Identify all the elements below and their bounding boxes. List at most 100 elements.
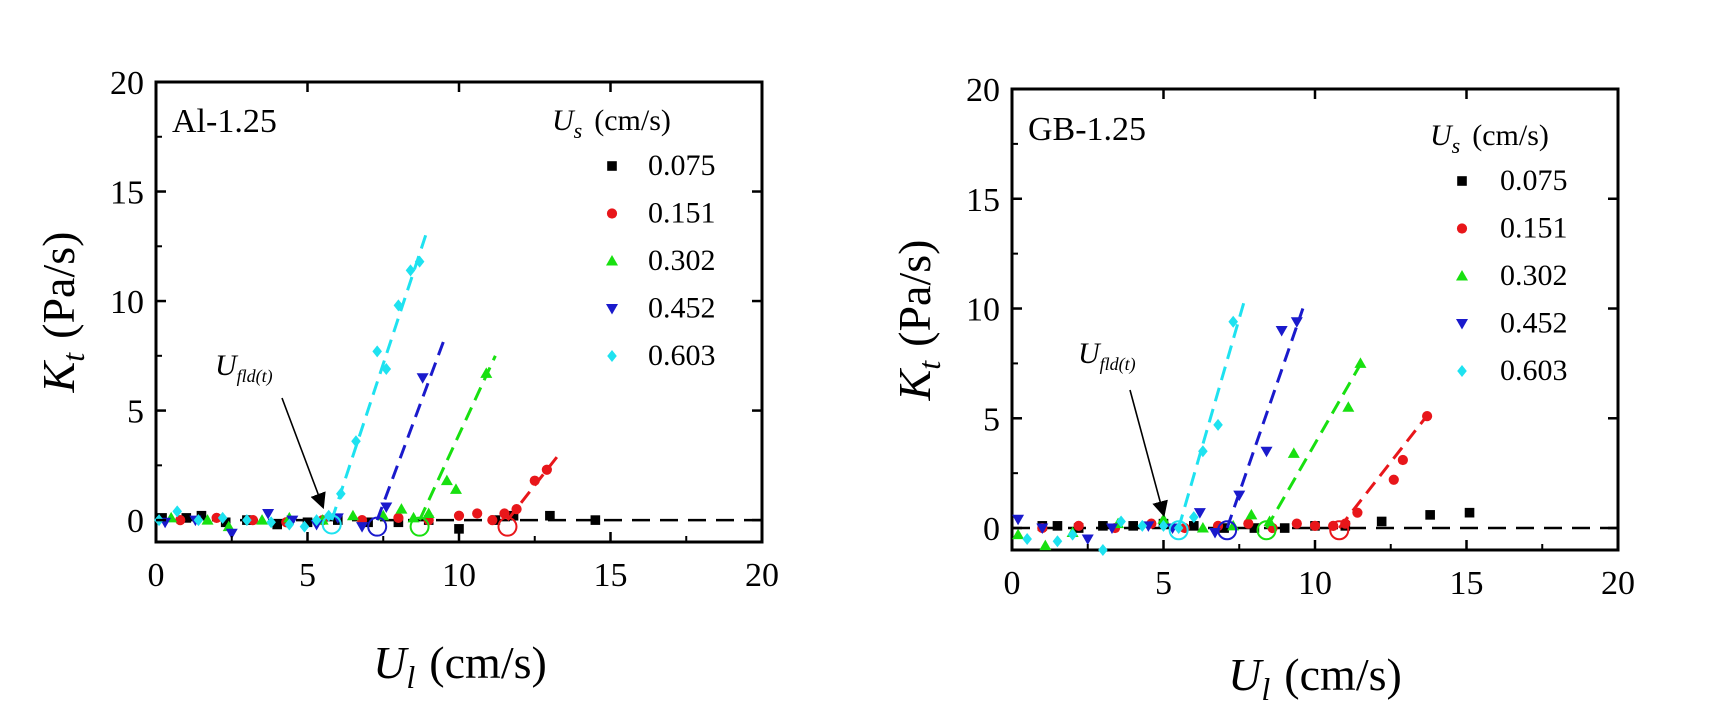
data-point — [196, 510, 207, 521]
x-tick-label: 15 — [1450, 565, 1484, 602]
data-point — [1198, 445, 1208, 458]
legend-label: 0.075 — [648, 149, 716, 182]
onset-marker — [409, 516, 430, 537]
onset-annotation: Ufld(t) — [1078, 337, 1136, 375]
data-point — [1388, 474, 1399, 485]
data-point — [381, 362, 392, 375]
data-point — [211, 512, 222, 524]
data-point — [440, 474, 453, 486]
x-tick-label: 0 — [148, 557, 165, 594]
data-marks — [1012, 297, 1618, 556]
data-point — [1352, 507, 1363, 518]
legend-marker — [1456, 319, 1468, 330]
data-point — [1193, 508, 1206, 519]
legend-marker — [606, 255, 618, 266]
data-point — [181, 513, 192, 523]
legend-label: 0.302 — [648, 244, 716, 277]
data-point — [222, 520, 235, 532]
legend-marker — [606, 304, 618, 315]
data-marks — [154, 234, 762, 540]
x-tick-label: 10 — [442, 557, 476, 594]
axis-ticks: 0 5 10 15 20 0 5 10 15 20 — [966, 72, 1635, 602]
legend-marker — [1457, 176, 1467, 186]
data-point — [454, 524, 464, 534]
data-point — [511, 504, 522, 515]
annotation-arrow — [1129, 389, 1168, 518]
fit-line — [418, 355, 497, 521]
data-point — [302, 517, 313, 528]
x-tick-label: 20 — [745, 557, 779, 594]
data-point — [1219, 523, 1229, 533]
data-point — [284, 518, 295, 531]
onset-marker — [497, 516, 518, 537]
fit-line — [330, 234, 428, 521]
data-point — [1022, 533, 1032, 546]
data-point — [1052, 535, 1063, 548]
data-point — [449, 483, 462, 494]
x-axis-label: Ul (cm/s) — [373, 637, 547, 695]
data-point — [193, 514, 204, 527]
x-axis-label: Ul (cm/s) — [1228, 649, 1402, 707]
onset-marker — [1256, 520, 1277, 541]
data-point — [393, 299, 404, 312]
data-point — [541, 464, 552, 475]
data-point — [1073, 520, 1084, 531]
data-point — [1397, 454, 1408, 466]
legend: 0.075 0.151 0.302 0.452 0.603 — [1456, 164, 1568, 387]
data-point — [1098, 521, 1108, 531]
data-point — [1116, 515, 1126, 528]
series-0.603 — [154, 234, 428, 535]
data-point — [1189, 511, 1199, 524]
onset-marker — [1329, 520, 1350, 541]
data-point — [1067, 528, 1078, 541]
data-point — [1245, 508, 1258, 520]
legend-label: 0.151 — [648, 197, 716, 230]
data-point — [395, 503, 408, 514]
y-axis-label: Kt(Pa/s) — [889, 240, 947, 402]
data-point — [1137, 519, 1148, 532]
legend-marker — [1456, 223, 1468, 234]
data-point — [1464, 507, 1475, 518]
data-point — [1081, 534, 1094, 546]
data-point — [217, 511, 228, 524]
data-point — [1376, 516, 1387, 527]
legend-label: 0.151 — [1500, 212, 1568, 245]
data-point — [407, 511, 420, 523]
data-point — [256, 514, 269, 525]
data-point — [262, 509, 275, 520]
series-0.151 — [1037, 410, 1433, 541]
data-point — [247, 514, 259, 526]
legend-label: 0.603 — [648, 339, 716, 372]
y-tick-label: 5 — [127, 394, 144, 431]
data-point — [242, 514, 252, 527]
y-tick-label: 20 — [110, 65, 144, 102]
x-tick-label: 15 — [594, 557, 628, 594]
data-point — [529, 475, 540, 486]
data-point — [453, 510, 465, 521]
y-tick-label: 20 — [966, 72, 1000, 109]
data-point — [311, 514, 322, 527]
onset-marker — [1168, 520, 1189, 541]
data-point — [487, 514, 498, 526]
data-point — [1275, 325, 1288, 337]
data-point — [1052, 521, 1063, 531]
data-point — [472, 508, 483, 519]
data-point — [1290, 317, 1303, 328]
data-point — [1036, 523, 1049, 535]
data-point — [1039, 539, 1052, 551]
y-axis-label: Kt(Pa/s) — [33, 232, 91, 394]
legend-title: Us (cm/s) — [1430, 119, 1549, 158]
axis-ticks: 0 5 10 15 20 0 5 10 15 20 — [110, 65, 779, 594]
x-tick-label: 5 — [1155, 565, 1172, 602]
data-point — [1098, 544, 1108, 556]
onset-marker — [1217, 520, 1238, 541]
data-point — [351, 435, 361, 448]
x-tick-label: 10 — [1298, 565, 1332, 602]
data-point — [299, 520, 310, 533]
data-point — [1128, 521, 1138, 531]
data-point — [266, 516, 276, 529]
data-point — [380, 502, 393, 513]
data-point — [1291, 518, 1302, 529]
